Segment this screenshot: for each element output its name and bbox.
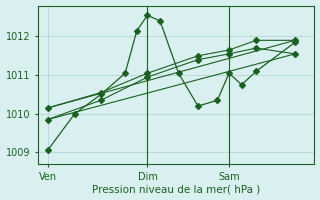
X-axis label: Pression niveau de la mer( hPa ): Pression niveau de la mer( hPa ): [92, 184, 260, 194]
